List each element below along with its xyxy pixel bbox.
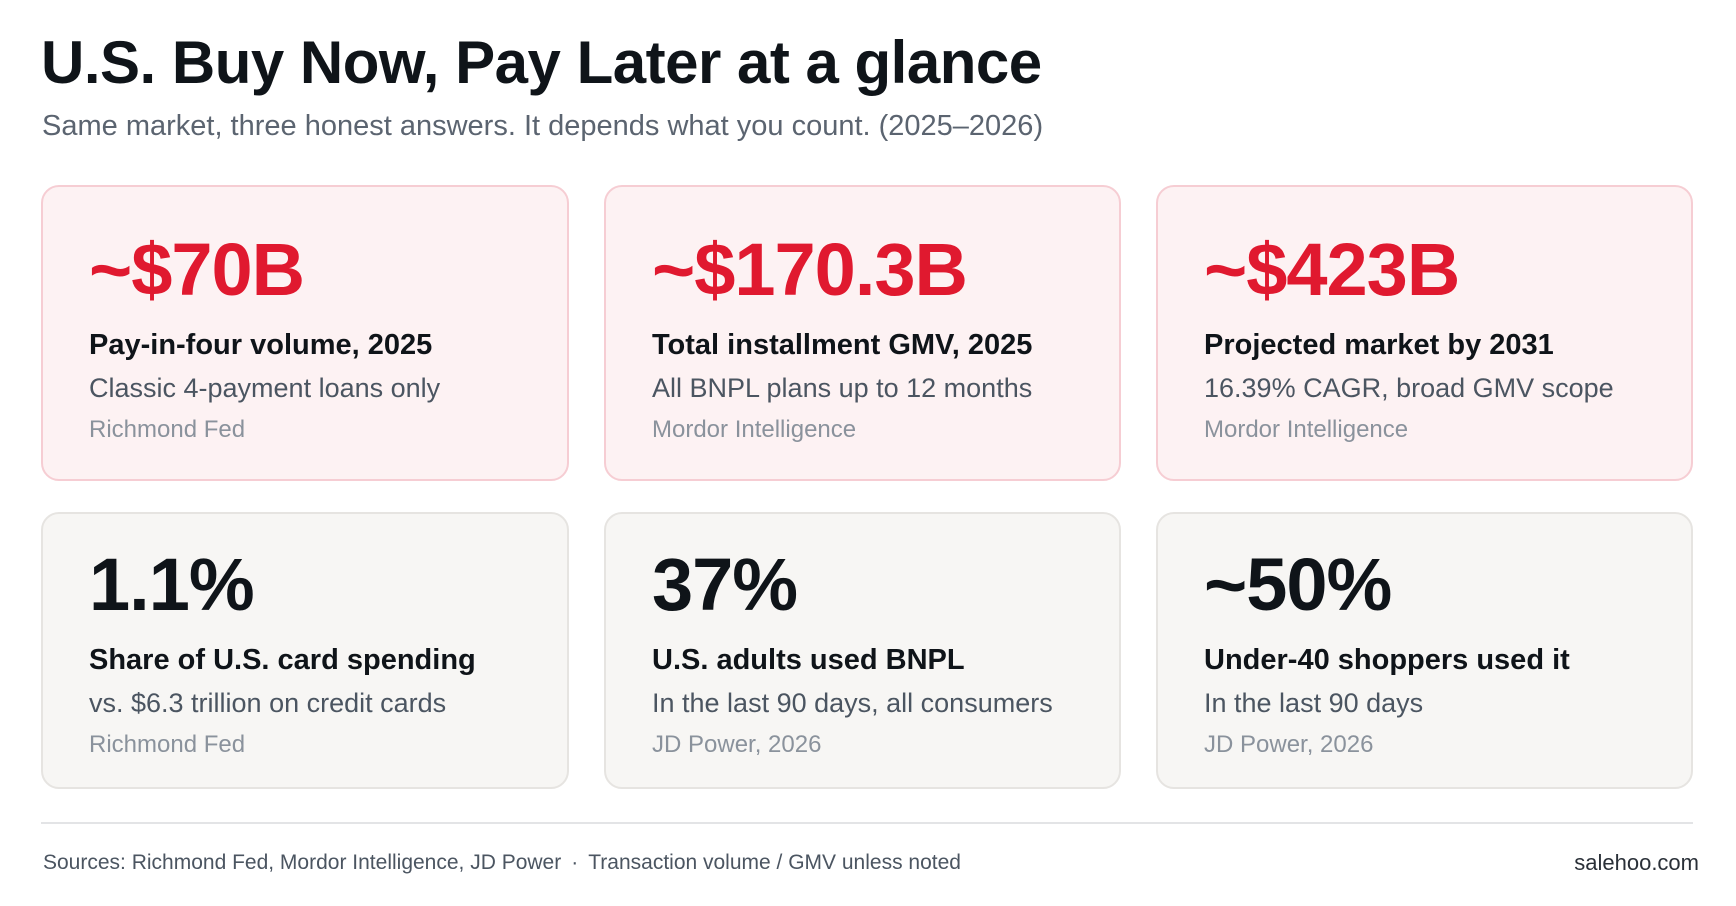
stat-source: JD Power, 2026 [652,731,822,758]
stat-value: 1.1% [89,543,255,626]
stat-card-pay-in-four-volume: ~$70B Pay-in-four volume, 2025 Classic 4… [41,185,569,481]
stat-value: ~$70B [89,228,305,311]
page-subtitle: Same market, three honest answers. It de… [42,110,1044,142]
stat-label: Total installment GMV, 2025 [652,329,1033,361]
stat-value: 37% [652,543,798,626]
stat-source: Richmond Fed [89,416,246,443]
stat-label: U.S. adults used BNPL [652,644,965,676]
stat-source: JD Power, 2026 [1204,731,1374,758]
stat-description: Classic 4-payment loans only [89,373,441,403]
stat-source: Mordor Intelligence [652,416,857,443]
stats-grid: ~$70B Pay-in-four volume, 2025 Classic 4… [41,185,1693,789]
footer-sources: Sources: Richmond Fed, Mordor Intelligen… [43,849,961,877]
stat-source: Richmond Fed [89,731,246,758]
footer-sources-text: Sources: Richmond Fed, Mordor Intelligen… [43,851,562,874]
footer-brand: salehoo.com [1574,850,1699,875]
stat-value: ~$423B [1204,228,1460,311]
stat-label: Pay-in-four volume, 2025 [89,329,433,361]
stat-card-total-installment-gmv: ~$170.3B Total installment GMV, 2025 All… [604,185,1121,481]
stat-card-projected-market: ~$423B Projected market by 2031 16.39% C… [1156,185,1693,481]
footer-separator: · [571,851,579,874]
stat-description: In the last 90 days [1204,688,1424,718]
stat-source: Mordor Intelligence [1204,416,1409,443]
stat-value: ~$170.3B [652,228,968,311]
footer-note: Transaction volume / GMV unless noted [588,851,961,874]
stat-card-card-spending-share: 1.1% Share of U.S. card spending vs. $6.… [41,512,569,789]
stat-description: In the last 90 days, all consumers [652,688,1053,718]
stat-description: 16.39% CAGR, broad GMV scope [1204,373,1614,403]
stat-label: Share of U.S. card spending [89,644,476,676]
stat-label: Under-40 shoppers used it [1204,644,1570,676]
footer-divider [41,822,1693,824]
stat-label: Projected market by 2031 [1204,329,1554,361]
stat-description: vs. $6.3 trillion on credit cards [89,688,447,718]
stat-card-adults-used-bnpl: 37% U.S. adults used BNPL In the last 90… [604,512,1121,789]
stat-card-under-40-shoppers: ~50% Under-40 shoppers used it In the la… [1156,512,1693,789]
stat-description: All BNPL plans up to 12 months [652,373,1033,403]
stat-value: ~50% [1204,543,1392,626]
page-title: U.S. Buy Now, Pay Later at a glance [41,29,1042,96]
